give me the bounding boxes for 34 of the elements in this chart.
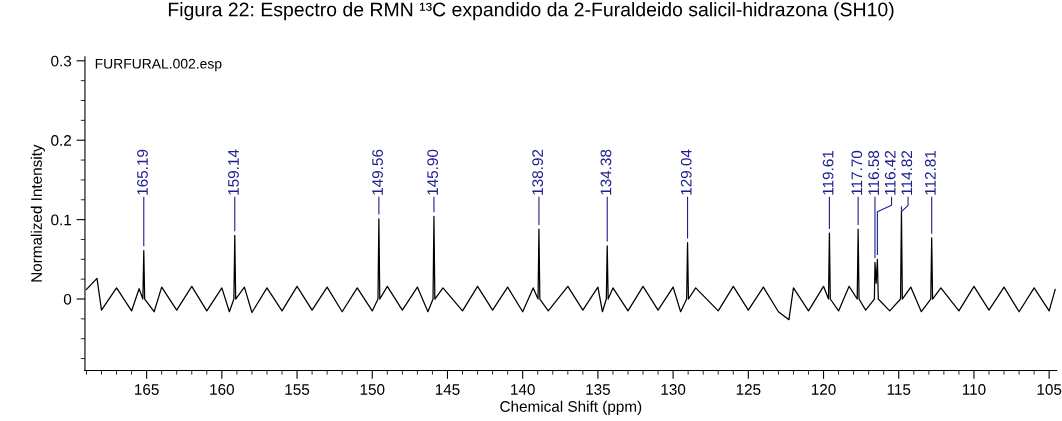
- x-tick-label: 165: [135, 384, 159, 395]
- x-tick-label: 145: [435, 384, 460, 395]
- annotation: 138.92: [532, 149, 544, 195]
- annotation: 116.58: [868, 150, 880, 195]
- y-tick-label: 0: [63, 293, 72, 305]
- x-tick-label: 135: [586, 384, 611, 395]
- y-tick-label: 0.3: [51, 55, 72, 67]
- x-tick-label: 150: [360, 384, 385, 395]
- annotation: 129.04: [680, 149, 692, 195]
- annotation: 145.90: [427, 149, 439, 195]
- x-axis-title: Chemical Shift (ppm): [500, 400, 642, 415]
- y-tick-label: 0.1: [51, 214, 72, 226]
- annotation: 159.14: [228, 149, 239, 195]
- x-tick-label: 160: [210, 384, 234, 395]
- annotation: FURFURAL.002.esp: [95, 58, 222, 72]
- x-tick-label: 155: [285, 384, 310, 395]
- y-axis-title: Normalized Intensity: [30, 144, 45, 282]
- x-tick-label: 130: [661, 384, 686, 395]
- x-tick-label: 120: [811, 384, 836, 395]
- x-tick-label: 115: [887, 384, 911, 395]
- x-tick-label: 110: [962, 384, 986, 395]
- annotation: 134.38: [600, 149, 612, 195]
- annotation: 119.61: [822, 150, 834, 195]
- annotation: 165.19: [137, 149, 148, 195]
- y-tick-label: 0.2: [51, 135, 71, 146]
- x-tick-label: 140: [511, 384, 535, 395]
- chart-title: Figura 22: Espectro de RMN ¹³C expandido da 2-Furaldeido salicil-hidrazona (SH10): [168, 2, 894, 21]
- annotation: 116.42: [884, 150, 896, 195]
- annotation: 112.81: [924, 150, 936, 195]
- x-tick-label: 105: [1037, 384, 1062, 395]
- annotation: 117.70: [851, 150, 863, 195]
- annotation: 114.82: [901, 150, 913, 195]
- annotation: 149.56: [372, 149, 383, 195]
- x-tick-label: 125: [736, 384, 761, 395]
